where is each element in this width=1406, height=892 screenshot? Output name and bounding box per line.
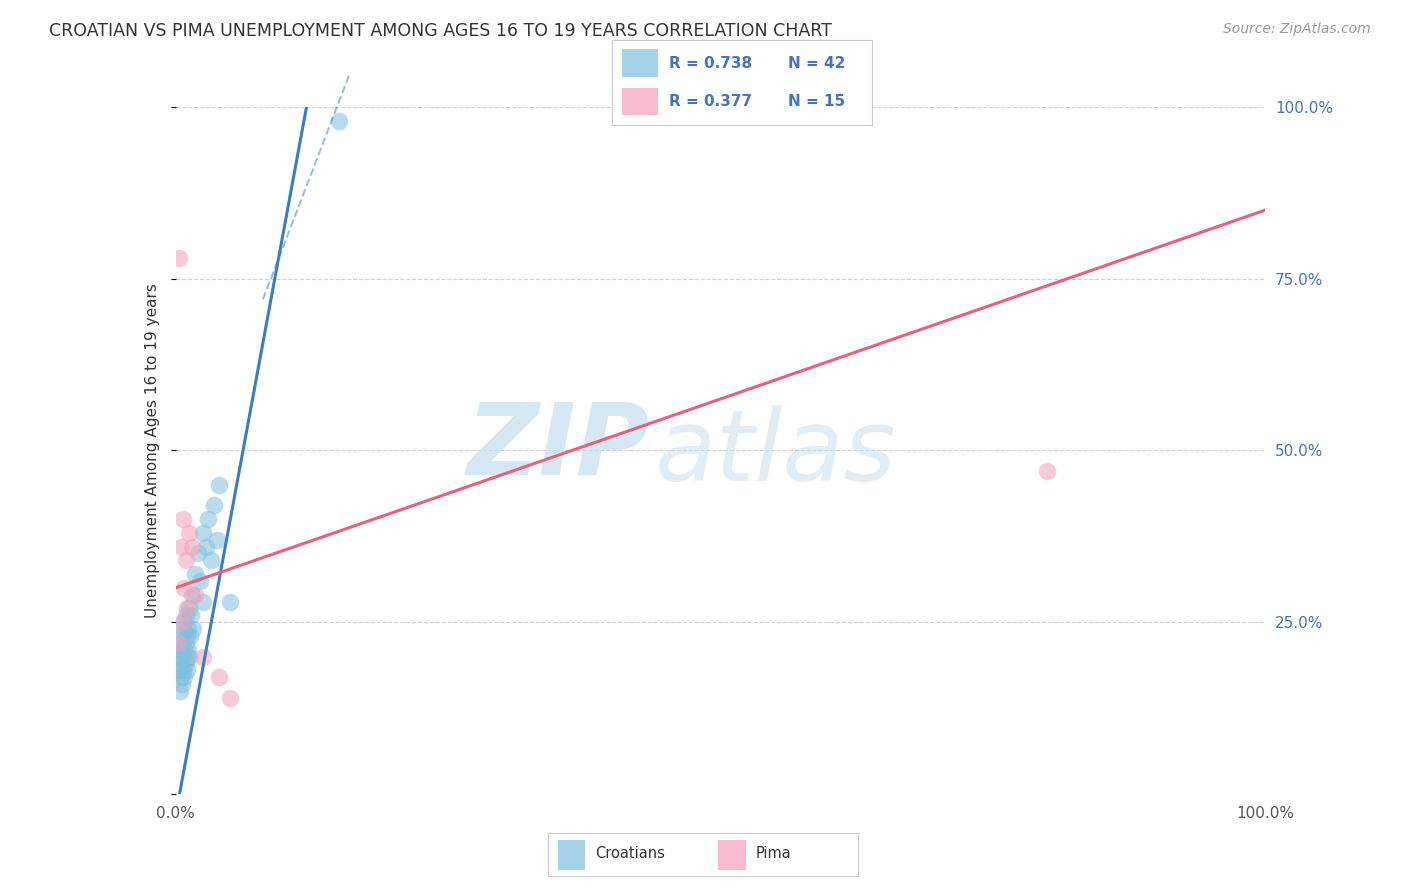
Bar — [621, 87, 658, 115]
Point — [174, 608, 197, 623]
Point — [177, 525, 200, 540]
Point — [197, 512, 219, 526]
Text: Source: ZipAtlas.com: Source: ZipAtlas.com — [1223, 22, 1371, 37]
Point — [188, 574, 211, 588]
Point — [173, 581, 195, 595]
Bar — [718, 840, 747, 870]
Point — [191, 525, 214, 540]
Point — [172, 649, 194, 664]
Text: R = 0.738: R = 0.738 — [669, 55, 752, 70]
Text: ZIP: ZIP — [467, 399, 650, 496]
Point — [172, 512, 194, 526]
Point — [202, 499, 225, 513]
Point — [177, 601, 200, 615]
Point — [176, 601, 198, 615]
Point — [169, 683, 191, 698]
Point — [170, 670, 193, 684]
Point — [167, 663, 190, 677]
Point — [176, 663, 198, 677]
Point — [167, 649, 190, 664]
Text: Croatians: Croatians — [595, 847, 665, 861]
Point — [174, 553, 197, 567]
Point — [177, 622, 200, 636]
Point — [170, 540, 193, 554]
Point — [174, 657, 197, 671]
Point — [208, 670, 231, 684]
Point — [167, 251, 190, 265]
Point — [172, 615, 194, 630]
Bar — [558, 840, 585, 870]
Point — [180, 608, 202, 623]
Point — [191, 649, 214, 664]
Point — [170, 657, 193, 671]
Text: CROATIAN VS PIMA UNEMPLOYMENT AMONG AGES 16 TO 19 YEARS CORRELATION CHART: CROATIAN VS PIMA UNEMPLOYMENT AMONG AGES… — [49, 22, 832, 40]
Point — [173, 670, 195, 684]
Point — [172, 642, 194, 657]
Text: Pima: Pima — [755, 847, 792, 861]
Point — [174, 636, 197, 650]
Point — [195, 540, 218, 554]
Point — [328, 113, 350, 128]
Point — [172, 622, 194, 636]
Point — [219, 594, 242, 608]
Point — [181, 622, 204, 636]
Point — [172, 663, 194, 677]
Point — [173, 615, 195, 630]
Point — [208, 478, 231, 492]
Point — [205, 533, 228, 547]
Text: R = 0.377: R = 0.377 — [669, 94, 752, 109]
Point — [184, 567, 207, 582]
Point — [1036, 464, 1059, 478]
Point — [176, 649, 198, 664]
Point — [167, 636, 190, 650]
Point — [173, 642, 195, 657]
Point — [200, 553, 222, 567]
Point — [219, 690, 242, 705]
Point — [172, 677, 194, 691]
Point — [181, 540, 204, 554]
Point — [184, 588, 207, 602]
Y-axis label: Unemployment Among Ages 16 to 19 years: Unemployment Among Ages 16 to 19 years — [145, 283, 160, 618]
Point — [179, 629, 201, 643]
Point — [177, 649, 200, 664]
Point — [186, 546, 209, 561]
Point — [169, 636, 191, 650]
Text: N = 15: N = 15 — [789, 94, 845, 109]
Point — [170, 629, 193, 643]
Text: N = 42: N = 42 — [789, 55, 846, 70]
Point — [181, 588, 204, 602]
Point — [177, 642, 200, 657]
Point — [191, 594, 214, 608]
Bar — [621, 49, 658, 77]
Point — [176, 629, 198, 643]
Text: atlas: atlas — [655, 405, 897, 502]
